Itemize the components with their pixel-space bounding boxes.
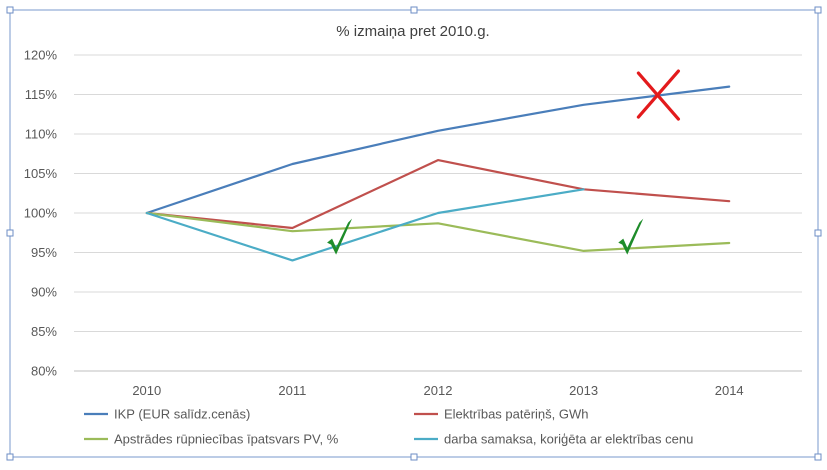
resize-handle-middle-right[interactable] bbox=[814, 229, 822, 237]
resize-handle-bottom-right[interactable] bbox=[814, 453, 822, 461]
series-line-4[interactable] bbox=[145, 188, 585, 262]
check-mark-icon bbox=[618, 218, 644, 255]
y-tick-label: 110% bbox=[25, 127, 58, 142]
legend-entry[interactable]: IKP (EUR salīdz.cenās) bbox=[84, 407, 250, 422]
x-tick-label: 2010 bbox=[132, 383, 161, 398]
legend-entry[interactable]: darba samaksa, koriģēta ar elektrības ce… bbox=[414, 432, 693, 447]
y-tick-label: 95% bbox=[31, 245, 57, 260]
resize-handle-bottom-left[interactable] bbox=[6, 453, 14, 461]
legend: IKP (EUR salīdz.cenās) Elektrības patēriņ… bbox=[84, 407, 693, 447]
check-mark-icon bbox=[327, 218, 353, 255]
x-tick-label: 2013 bbox=[569, 383, 598, 398]
resize-handle-top-left[interactable] bbox=[6, 6, 14, 14]
chart-title: % izmaiņa pret 2010.g. bbox=[336, 23, 489, 40]
resize-handle-middle-left[interactable] bbox=[6, 229, 14, 237]
y-tick-label: 80% bbox=[31, 364, 57, 379]
legend-label: IKP (EUR salīdz.cenās) bbox=[114, 407, 250, 422]
y-tick-label: 90% bbox=[31, 285, 57, 300]
resize-handles[interactable] bbox=[6, 6, 822, 461]
legend-label: Elektrības patēriņš, GWh bbox=[444, 407, 589, 422]
gridlines bbox=[74, 54, 802, 372]
legend-label: Apstrādes rūpniecības īpatsvars PV, % bbox=[114, 432, 339, 447]
x-tick-label: 2011 bbox=[278, 383, 306, 398]
series-line-1[interactable] bbox=[145, 85, 731, 215]
y-tick-label: 115% bbox=[25, 87, 58, 102]
y-tick-label: 85% bbox=[31, 324, 57, 339]
chart-frame[interactable] bbox=[9, 9, 819, 458]
y-tick-label: 105% bbox=[24, 166, 58, 181]
y-tick-label: 120% bbox=[24, 48, 58, 63]
plot-series bbox=[145, 85, 731, 262]
resize-handle-top-right[interactable] bbox=[814, 6, 822, 14]
x-tick-label: 2012 bbox=[424, 383, 453, 398]
y-axis-ticks: 80% 85% 90% 95% 100% 105% 110% 115% 120% bbox=[24, 48, 58, 379]
legend-entry[interactable]: Elektrības patēriņš, GWh bbox=[414, 407, 589, 422]
series-line-2[interactable] bbox=[145, 159, 731, 230]
resize-handle-top-center[interactable] bbox=[410, 6, 418, 14]
legend-label: darba samaksa, koriģēta ar elektrības ce… bbox=[444, 432, 693, 447]
y-tick-label: 100% bbox=[24, 206, 58, 221]
resize-handle-bottom-center[interactable] bbox=[410, 453, 418, 461]
x-axis-ticks: 2010 2011 2012 2013 2014 bbox=[132, 383, 743, 398]
cross-mark-icon bbox=[636, 69, 680, 121]
x-tick-label: 2014 bbox=[715, 383, 744, 398]
series-line-3[interactable] bbox=[145, 211, 731, 252]
legend-entry[interactable]: Apstrādes rūpniecības īpatsvars PV, % bbox=[84, 432, 339, 447]
annotations bbox=[327, 69, 680, 255]
